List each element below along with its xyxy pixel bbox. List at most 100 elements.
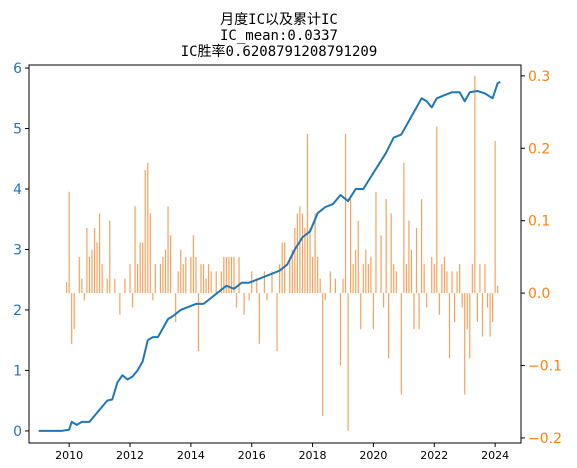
left-tick-label-2: 2 <box>13 303 22 319</box>
ic-bar-36 <box>177 271 179 294</box>
ic-bar-35 <box>175 293 177 323</box>
ic-bar-130 <box>456 271 458 294</box>
ic-bar-9 <box>91 249 93 294</box>
ic-bar-15 <box>109 220 111 294</box>
ic-bar-146 <box>497 285 499 294</box>
ic-bar-26 <box>147 162 149 294</box>
ic-bar-50 <box>220 271 222 294</box>
ic-bar-73 <box>296 213 298 294</box>
ic-bar-52 <box>225 256 227 294</box>
ic-bar-125 <box>443 256 446 294</box>
ic-bar-111 <box>405 264 407 294</box>
ic-bar-83 <box>322 293 324 417</box>
ic-bar-78 <box>309 227 311 294</box>
ic-bar-116 <box>418 293 420 330</box>
ic-bar-12 <box>98 213 101 294</box>
ic-bar-47 <box>208 264 210 294</box>
ic-bar-72 <box>294 227 296 294</box>
ic-bar-27 <box>149 213 151 294</box>
ic-bar-67 <box>279 264 281 294</box>
ic-bar-23 <box>139 242 141 294</box>
x-tick-label-1: 2012 <box>116 449 144 462</box>
ic-bar-25 <box>144 170 146 294</box>
ic-bar-135 <box>469 293 471 359</box>
ic-bar-121 <box>433 264 435 294</box>
ic-bar-75 <box>301 213 304 294</box>
ic-bar-31 <box>162 256 164 294</box>
ic-bar-132 <box>461 293 463 308</box>
ic-bar-134 <box>466 293 468 330</box>
ic-bar-5 <box>81 278 83 294</box>
ic-bar-129 <box>453 293 456 323</box>
right-y-axis: −0.2 −0.1 0.0 0.1 0.2 0.3 <box>521 69 562 447</box>
x-tick-label-6: 2022 <box>420 449 448 462</box>
ic-bar-85 <box>329 271 331 294</box>
ic-bar-84 <box>324 293 326 301</box>
ic-bar-140 <box>481 293 484 337</box>
left-tick-label-1: 1 <box>13 363 22 379</box>
ic-bar-104 <box>385 198 387 294</box>
x-axis: 2010 2012 2014 2016 2018 2020 2022 2024 <box>55 443 509 462</box>
ic-bar-105 <box>388 293 390 359</box>
ic-bar-30 <box>159 264 162 294</box>
ic-bar-59 <box>248 293 250 301</box>
ic-bar-48 <box>210 271 212 294</box>
ic-bar-81 <box>317 256 319 294</box>
ic-bar-95 <box>360 293 362 330</box>
ic-bar-113 <box>410 249 413 294</box>
ic-bar-49 <box>215 271 217 294</box>
left-tick-label-5: 5 <box>13 122 22 138</box>
ic-bar-7 <box>86 227 88 294</box>
ic-bar-33 <box>167 206 169 294</box>
ic-bar-38 <box>182 264 184 294</box>
ic-bar-137 <box>474 75 476 294</box>
ic-bar-56 <box>235 293 238 308</box>
cumulative-ic-line <box>38 81 501 432</box>
ic-bar-45 <box>202 264 205 294</box>
ic-bar-120 <box>431 256 433 294</box>
ic-bar-92 <box>352 264 354 294</box>
ic-bar-66 <box>276 293 278 352</box>
ic-bar-63 <box>263 271 265 294</box>
ic-bar-34 <box>169 235 172 294</box>
ic-bar-107 <box>393 264 395 294</box>
ic-bar-0 <box>66 282 68 294</box>
ic-bar-2 <box>71 293 73 344</box>
left-y-axis: 0 1 2 3 4 5 6 <box>13 61 29 440</box>
ic-bar-143 <box>489 293 491 337</box>
ic-bar-16 <box>114 278 116 294</box>
ic-bar-18 <box>124 278 126 294</box>
ic-bar-99 <box>370 256 372 294</box>
ic-bar-64 <box>266 293 268 301</box>
ic-bar-71 <box>291 249 293 294</box>
ic-bar-37 <box>180 249 182 294</box>
ic-bar-87 <box>339 293 342 366</box>
x-tick-label-4: 2018 <box>299 449 327 462</box>
ic-bar-40 <box>190 256 192 294</box>
ic-bar-55 <box>233 256 235 294</box>
chart-title: 月度IC以及累计IC <box>220 12 338 28</box>
ic-bar-138 <box>476 293 478 323</box>
ic-bar-24 <box>142 242 144 294</box>
ic-bar-39 <box>185 256 187 294</box>
ic-bar-109 <box>400 293 402 395</box>
ic-bar-10 <box>93 227 96 294</box>
ic-bar-22 <box>137 264 139 294</box>
ic-bar-128 <box>451 271 453 294</box>
ic-bar-115 <box>415 227 418 294</box>
ic-bar-51 <box>223 256 225 294</box>
ic-bar-42 <box>195 256 197 294</box>
right-tick-label-0: −0.2 <box>528 431 562 447</box>
ic-bar-94 <box>357 220 359 294</box>
chart-subtitle-ic-win-rate: IC胜率0.6208791208791209 <box>181 43 378 60</box>
right-tick-label-5: 0.3 <box>528 69 550 85</box>
x-tick-label-5: 2020 <box>359 449 387 462</box>
ic-bar-82 <box>319 278 321 294</box>
ic-bar-126 <box>446 271 448 294</box>
left-tick-label-0: 0 <box>13 424 22 440</box>
x-tick-label-0: 2010 <box>55 449 83 462</box>
left-tick-label-6: 6 <box>13 61 22 77</box>
ic-bar-93 <box>355 249 357 294</box>
chart-subtitle-ic-mean: IC_mean:0.0337 <box>220 28 338 44</box>
ic-bar-1 <box>68 191 70 294</box>
